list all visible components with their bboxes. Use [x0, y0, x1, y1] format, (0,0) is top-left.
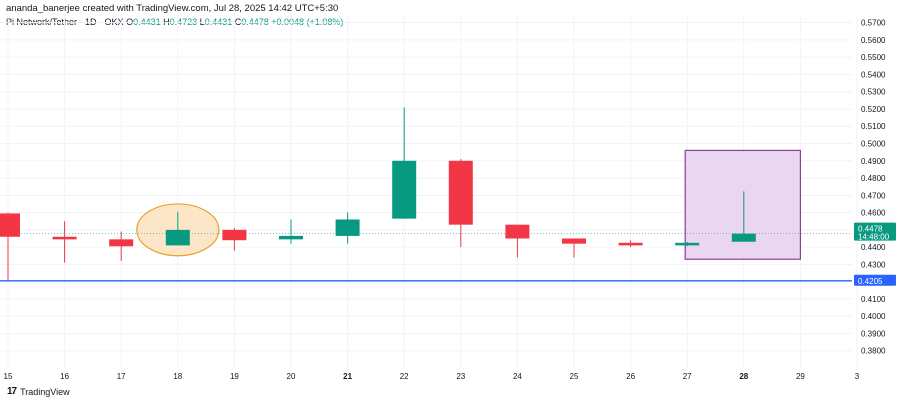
- y-tick-label: 0.5500: [861, 53, 886, 62]
- candles: [0, 107, 756, 280]
- y-tick-label: 0.4000: [861, 312, 886, 321]
- x-tick-label: 21: [343, 372, 352, 381]
- y-tick-label: 0.3800: [861, 347, 886, 356]
- high-label: H: [163, 17, 170, 27]
- x-tick-label: 20: [287, 372, 296, 381]
- candle: [222, 228, 247, 251]
- candle: [392, 107, 417, 219]
- y-tick-label: 0.4800: [861, 174, 886, 183]
- candle: [562, 238, 586, 258]
- price-change: +0.0048 (+1.08%): [271, 17, 344, 27]
- x-tick-label: 22: [400, 372, 409, 381]
- y-tick-label: 0.5400: [861, 70, 886, 79]
- y-tick-label: 0.4400: [861, 243, 886, 252]
- candle-body: [222, 229, 247, 241]
- y-tick-label: 0.4600: [861, 209, 886, 218]
- y-tick-label: 0.4900: [861, 157, 886, 166]
- y-tick-label: 0.5100: [861, 122, 886, 131]
- x-tick-label: 18: [173, 372, 182, 381]
- close-label: C: [234, 17, 242, 27]
- y-tick-label: 0.5600: [861, 36, 886, 45]
- time-axis[interactable]: 15 16 17 18 19 20 21 22 23 24 25 26 27 28 29 3: [4, 372, 860, 381]
- y-tick-label: 0.3900: [861, 329, 886, 338]
- x-tick-label: 19: [230, 372, 239, 381]
- candle: [618, 240, 643, 248]
- x-tick-label: 15: [4, 372, 13, 381]
- price-lines: [0, 233, 852, 282]
- high-value: 0.4723: [169, 17, 198, 27]
- last-price-tag: [854, 222, 896, 241]
- candle-body: [562, 238, 586, 244]
- tradingview-logo-text: TradingView: [20, 386, 70, 397]
- x-tick-label: 16: [60, 372, 69, 381]
- low-label: L: [199, 17, 205, 27]
- candle-body: [731, 233, 756, 242]
- y-tick-label: 0.5000: [861, 140, 886, 149]
- support-price-tag: [854, 274, 896, 286]
- x-tick-label: 26: [626, 372, 635, 381]
- x-tick-label: 29: [796, 372, 805, 381]
- x-tick-label: 28: [739, 372, 748, 381]
- open-value: 0.4431: [133, 17, 161, 27]
- candle-body: [165, 229, 190, 246]
- y-tick-label: 0.4700: [861, 191, 886, 200]
- candle: [52, 221, 77, 263]
- x-tick-label: 3: [855, 372, 860, 381]
- y-tick-label: 0.5700: [861, 19, 886, 28]
- candle-body: [335, 219, 360, 236]
- candle: [731, 191, 756, 242]
- candle-body: [505, 224, 530, 239]
- highlight-rectangle: [684, 149, 802, 260]
- open-label: O: [126, 17, 134, 27]
- candle: [109, 231, 134, 261]
- candle-body: [52, 236, 77, 240]
- close-value: 0.4478: [241, 17, 269, 27]
- candle: [0, 212, 20, 280]
- x-tick-label: 27: [683, 372, 692, 381]
- y-tick-label: 0.4300: [861, 260, 886, 269]
- candle-body: [109, 239, 134, 247]
- low-value: 0.4431: [204, 17, 233, 27]
- last-price-tag-value: 0.4478: [858, 225, 883, 234]
- candle-body: [618, 242, 643, 246]
- y-tick-label: 0.5200: [861, 105, 886, 114]
- candle: [165, 211, 190, 246]
- candle-body: [392, 160, 417, 219]
- x-tick-label: 17: [117, 372, 126, 381]
- candle: [675, 241, 700, 247]
- countdown-tag-value: 14:48:00: [858, 233, 890, 242]
- candle: [335, 212, 360, 244]
- candle-body: [448, 160, 473, 225]
- candle: [448, 159, 473, 248]
- price-axis[interactable]: 0.5700 0.5600 0.5500 0.5400 0.5300 0.5200 0.51…: [861, 19, 886, 356]
- x-tick-label: 23: [456, 372, 465, 381]
- candle-body: [279, 235, 303, 240]
- candle-body: [0, 213, 20, 237]
- candle-body: [675, 242, 700, 246]
- candle: [279, 219, 303, 244]
- y-tick-label: 0.4100: [861, 295, 886, 304]
- tradingview-logo-icon: 17: [7, 386, 17, 397]
- support-price-tag-value: 0.4205: [858, 277, 883, 286]
- chart-attribution: ananda_banerjee created with TradingView…: [6, 3, 339, 14]
- y-tick-label: 0.5300: [861, 88, 886, 97]
- candle: [505, 224, 530, 258]
- tradingview-logo[interactable]: 17 TradingView: [7, 386, 70, 397]
- x-tick-label: 25: [570, 372, 579, 381]
- x-tick-label: 24: [513, 372, 522, 381]
